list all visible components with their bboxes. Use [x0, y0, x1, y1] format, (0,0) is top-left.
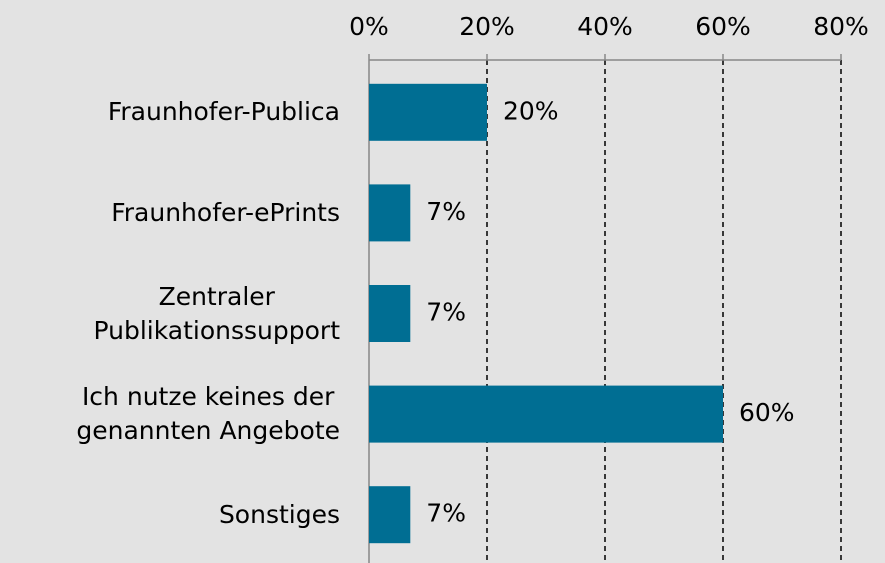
value-label: 7% — [426, 298, 466, 327]
x-tick-label: 0% — [349, 12, 389, 41]
y-tick-label: Ich nutze keines der genannten Angebote — [76, 382, 340, 446]
value-label: 7% — [426, 197, 466, 226]
bar — [369, 83, 487, 141]
x-tick-label: 80% — [813, 12, 869, 41]
x-tick-label: 20% — [459, 12, 515, 41]
bar — [369, 285, 411, 342]
value-label: 60% — [739, 398, 795, 427]
bar — [369, 385, 723, 443]
bar — [369, 184, 411, 242]
x-tick-label: 40% — [577, 12, 633, 41]
value-label: 20% — [503, 96, 559, 125]
y-tick-label: Fraunhofer-Publica — [107, 97, 340, 127]
y-tick-label: Zentraler Publikationssupport — [93, 281, 341, 345]
x-tick-label: 60% — [695, 12, 751, 41]
bar — [369, 486, 411, 544]
y-tick-label: Sonstiges — [218, 499, 340, 529]
y-tick-label: Fraunhofer-ePrints — [111, 197, 340, 227]
value-label: 7% — [426, 499, 466, 528]
